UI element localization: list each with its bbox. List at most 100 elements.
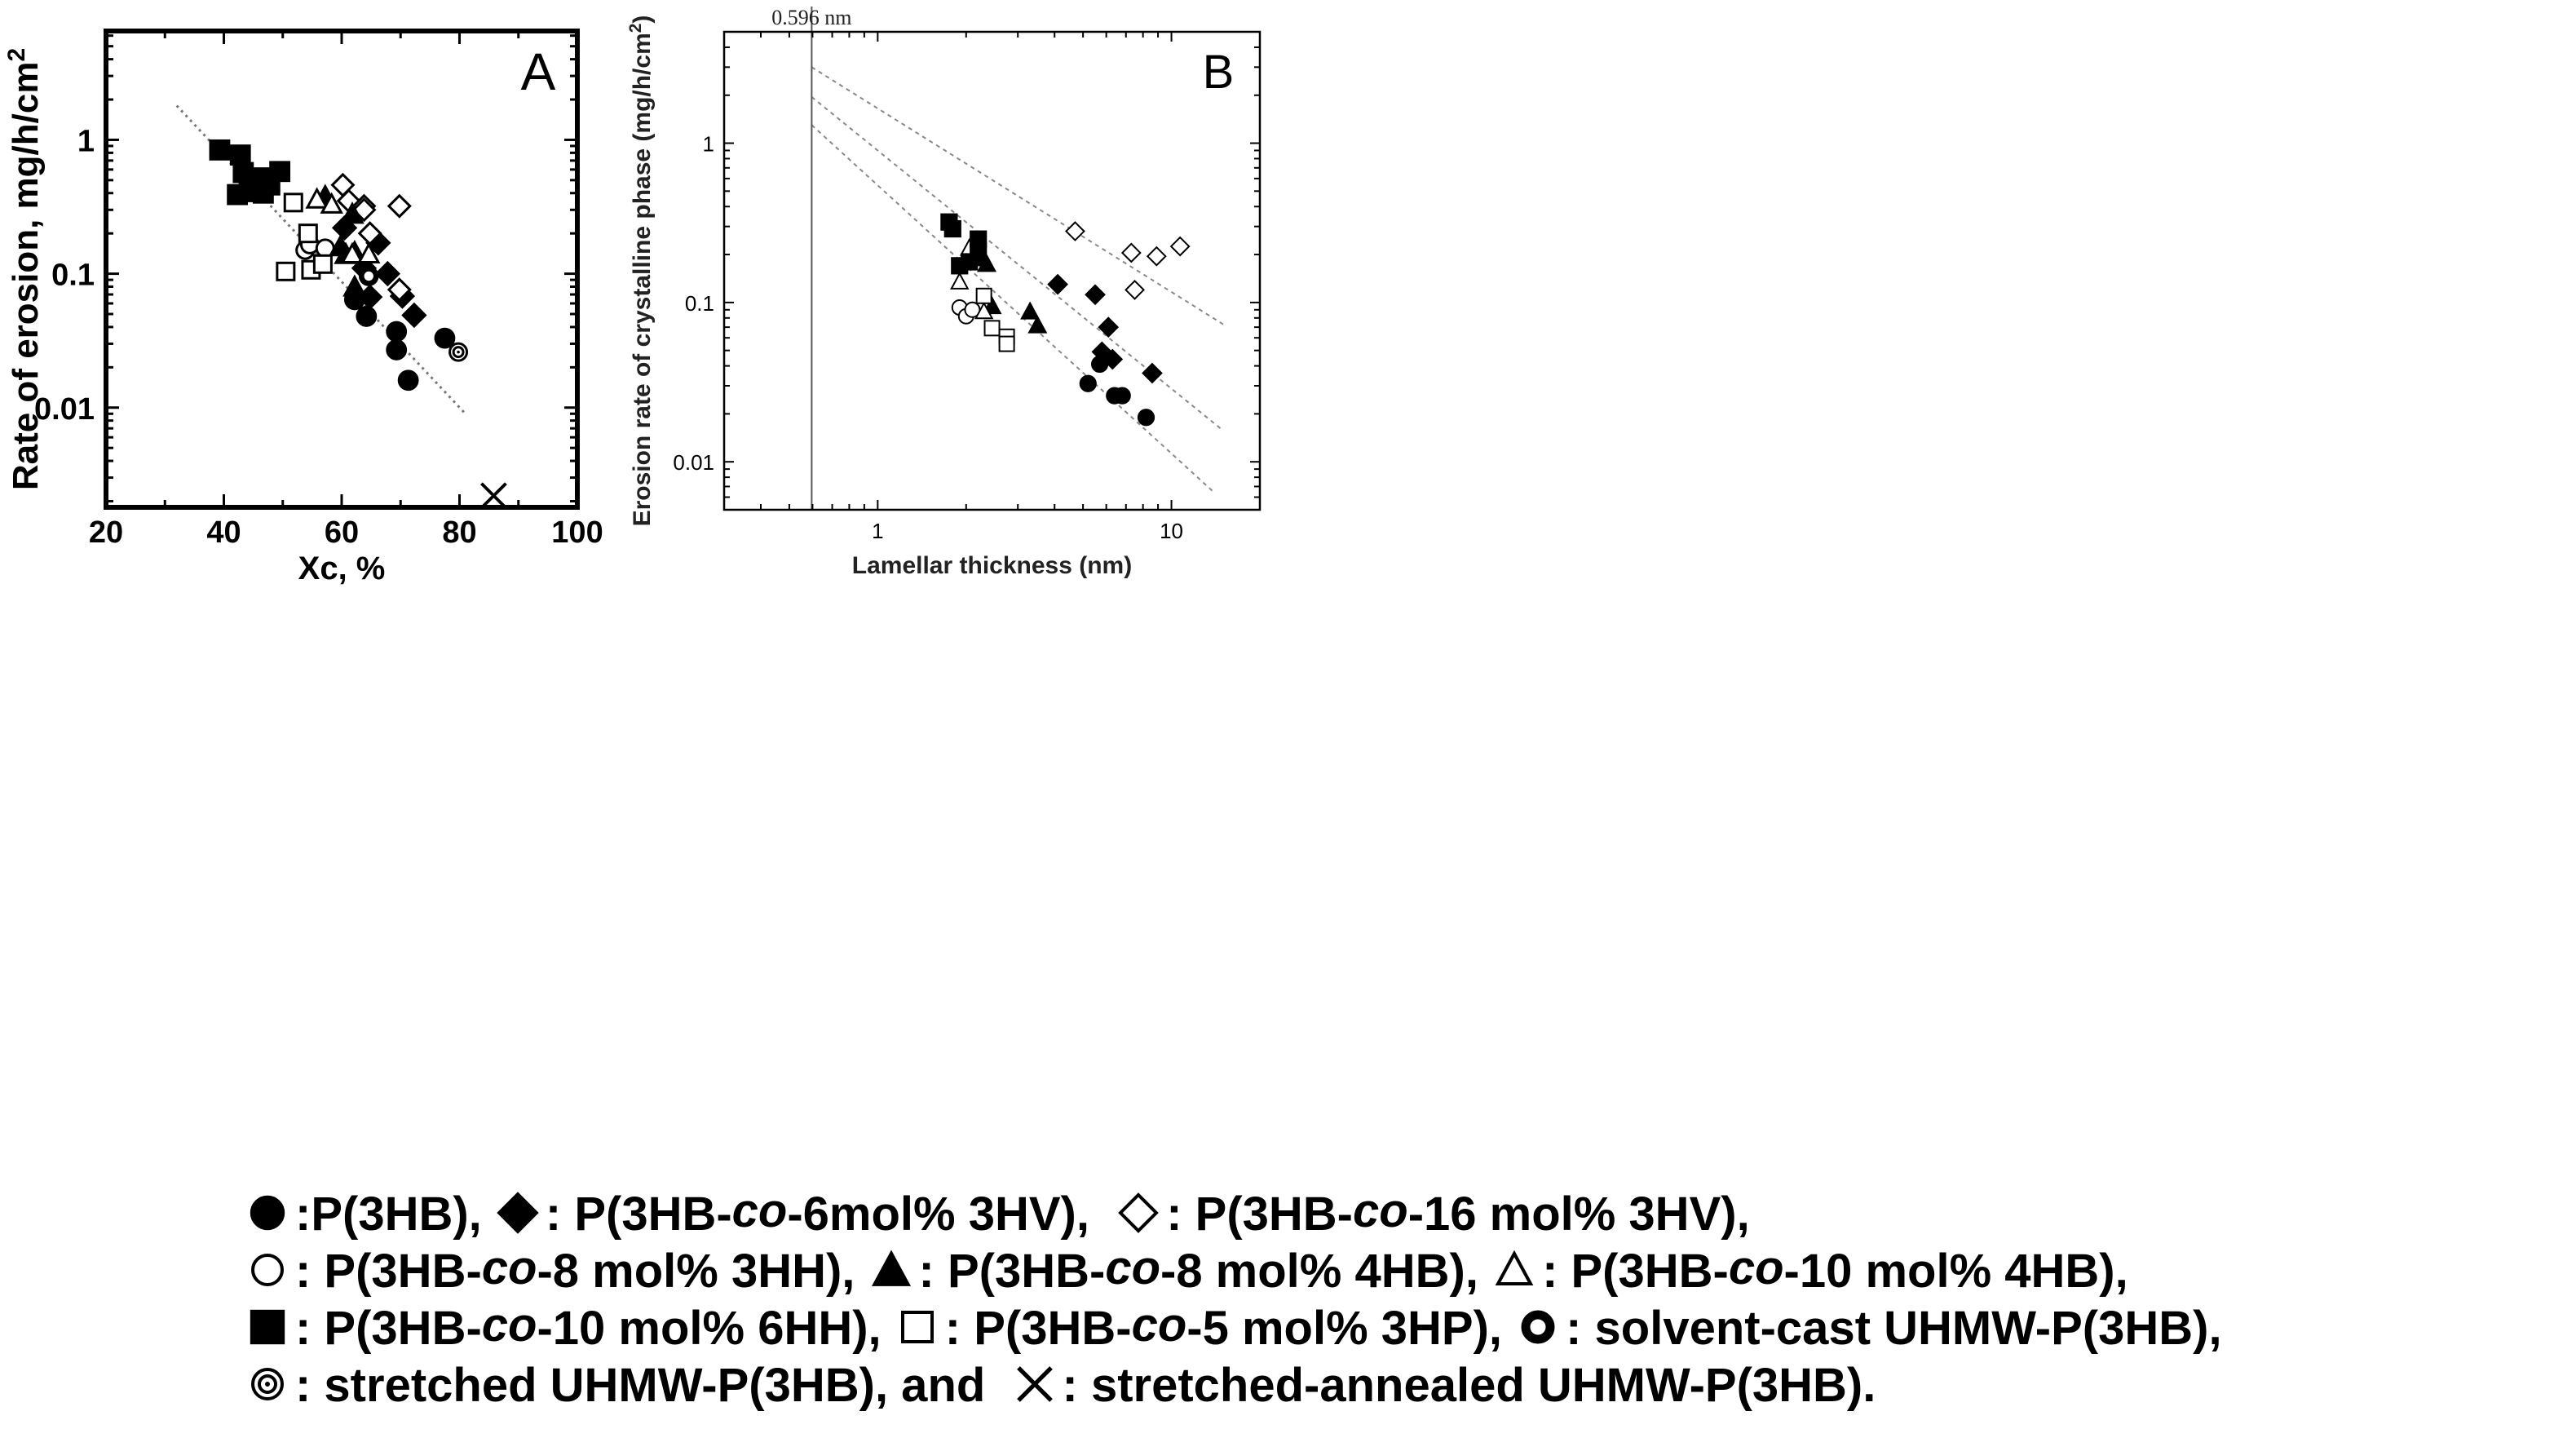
reference-line-label: 0.596 nm bbox=[771, 6, 851, 29]
series-open-triangle bbox=[950, 237, 994, 320]
marker-filled-circle bbox=[397, 369, 419, 392]
legend-line: :P(3HB), : P(3HB-co-6mol% 3HV), : P(3HB-… bbox=[245, 1181, 2544, 1241]
legend-label: : stretched UHMW-P(3HB), and bbox=[295, 1358, 1012, 1412]
series-filled-diamond bbox=[1047, 273, 1163, 384]
panel-b: 0.596 nm 1 10 0.01 0.1 1 Lamellar thickness (n… bbox=[626, 6, 1261, 579]
x-tick-label: 60 bbox=[325, 515, 359, 550]
series-open-square bbox=[276, 192, 333, 281]
y-tick-label: 0.01 bbox=[673, 450, 714, 475]
marker-filled-circle bbox=[386, 339, 408, 361]
marker-open-triangle bbox=[950, 272, 970, 290]
marker-cross bbox=[1016, 1365, 1053, 1402]
marker-filled-diamond bbox=[1142, 362, 1163, 384]
marker-filled-triangle bbox=[340, 201, 365, 224]
legend-label: : P(3HB-co-16 mol% 3HV), bbox=[1166, 1183, 1750, 1241]
x-tick-label: 80 bbox=[442, 515, 476, 550]
marker-filled-diamond bbox=[1098, 316, 1120, 338]
legend-symbol-open-circle bbox=[245, 1247, 290, 1293]
marker-filled-circle bbox=[1137, 409, 1155, 427]
marker-open-circle bbox=[251, 1253, 284, 1286]
x-tick-label: 40 bbox=[206, 515, 241, 550]
marker-open-diamond bbox=[1065, 221, 1085, 241]
series-open-square bbox=[975, 287, 1015, 352]
marker-filled-square bbox=[961, 253, 979, 271]
marker-open-triangle bbox=[340, 241, 365, 264]
series-open-triangle bbox=[305, 187, 381, 264]
y-tick-label: 0.01 bbox=[34, 392, 95, 427]
marker-open-triangle bbox=[305, 187, 329, 209]
marker-open-square bbox=[283, 192, 303, 213]
legend-symbol-filled-square bbox=[245, 1304, 290, 1350]
legend-label: : P(3HB-co-5 mol% 3HP), bbox=[944, 1298, 1516, 1355]
marker-open-diamond bbox=[387, 277, 412, 303]
plot-frame-a bbox=[104, 29, 580, 510]
legend-symbol-cross bbox=[1012, 1361, 1058, 1407]
marker-filled-square bbox=[269, 161, 291, 183]
y-axis-label: Rate of erosion, mg/h/cm2 bbox=[3, 48, 46, 490]
legend-line: : P(3HB-co-10 mol% 6HH), : P(3HB-co-5 mo… bbox=[245, 1295, 2544, 1355]
marker-open-square bbox=[975, 287, 992, 304]
legend-line: : stretched UHMW-P(3HB), and : stretched… bbox=[245, 1352, 2544, 1412]
marker-filled-triangle bbox=[1027, 315, 1048, 334]
marker-filled-triangle bbox=[871, 1250, 911, 1286]
marker-open-square bbox=[312, 254, 333, 274]
marker-open-diamond bbox=[1120, 242, 1142, 263]
x-axis-label: Xc, % bbox=[298, 551, 386, 586]
y-tick-label: 0.1 bbox=[51, 259, 95, 293]
x-tick-label: 10 bbox=[1160, 519, 1183, 543]
legend-label: :P(3HB), bbox=[295, 1187, 495, 1241]
marker-filled-diamond bbox=[401, 302, 427, 329]
legend-symbol-filled-circle bbox=[245, 1190, 290, 1236]
legend-label: : solvent-cast UHMW-P(3HB), bbox=[1566, 1301, 2222, 1355]
marker-filled-triangle bbox=[977, 254, 997, 272]
fit-line bbox=[811, 96, 1224, 431]
marker-open-square bbox=[900, 1310, 934, 1343]
marker-open-diamond bbox=[1125, 279, 1145, 300]
figure: 20 40 60 80 100 0.01 0.1 1 Xc, % Rate of erosion,… bbox=[3, 6, 1261, 586]
x-axis-label: Lamellar thickness (nm) bbox=[852, 552, 1132, 579]
legend-symbol-filled-triangle bbox=[868, 1247, 914, 1293]
series-double-ring bbox=[448, 342, 469, 362]
marker-open-square bbox=[983, 320, 1001, 337]
marker-filled-triangle bbox=[1020, 301, 1041, 320]
fit-line bbox=[811, 66, 1224, 325]
x-tick-label: 100 bbox=[551, 515, 603, 550]
legend-label: : stretched-annealed UHMW-P(3HB). bbox=[1062, 1358, 1876, 1412]
legend-symbol-bold-ring bbox=[1515, 1304, 1561, 1350]
marker-double-ring bbox=[251, 1367, 284, 1400]
marker-filled-square bbox=[209, 139, 231, 161]
legend-symbol-open-triangle bbox=[1491, 1247, 1537, 1293]
marker-open-square bbox=[998, 335, 1015, 352]
marker-filled-square bbox=[250, 1309, 285, 1344]
legend-symbol-open-diamond bbox=[1116, 1190, 1161, 1236]
marker-filled-square bbox=[943, 219, 961, 238]
marker-filled-circle bbox=[1113, 387, 1131, 405]
marker-filled-diamond bbox=[1047, 273, 1068, 295]
series-open-circle bbox=[951, 299, 981, 325]
legend-label: : P(3HB-co-8 mol% 3HH), bbox=[295, 1241, 868, 1298]
marker-double-ring bbox=[448, 342, 469, 362]
series-open-diamond bbox=[1065, 221, 1191, 300]
marker-filled-square bbox=[229, 144, 251, 166]
marker-open-diamond bbox=[1146, 246, 1167, 267]
marker-filled-triangle bbox=[342, 274, 367, 297]
x-tick-label: 1 bbox=[872, 519, 883, 543]
plot-frame-b bbox=[722, 30, 1261, 511]
marker-open-diamond bbox=[1118, 1192, 1160, 1233]
legend-line: : P(3HB-co-8 mol% 3HH), : P(3HB-co-8 mol… bbox=[245, 1238, 2544, 1298]
marker-open-diamond bbox=[387, 193, 412, 219]
legend-label: : P(3HB-co-6mol% 3HV), bbox=[545, 1183, 1116, 1241]
series-filled-circle bbox=[343, 289, 456, 392]
legend-symbol-double-ring bbox=[245, 1361, 290, 1407]
marker-bold-ring bbox=[1521, 1310, 1555, 1344]
marker-filled-diamond bbox=[1102, 348, 1124, 370]
marker-open-triangle bbox=[320, 192, 343, 214]
y-tick-label: 1 bbox=[703, 132, 714, 157]
marker-open-diamond bbox=[1169, 236, 1191, 257]
legend-label: : P(3HB-co-10 mol% 4HB), bbox=[1542, 1241, 2128, 1298]
panel-label-b: B bbox=[1203, 46, 1235, 99]
series-filled-square bbox=[940, 213, 988, 275]
y-axis-label: Erosion rate of crystalline phase (mg/h/… bbox=[626, 15, 656, 527]
marker-bold-ring bbox=[358, 266, 379, 286]
marker-open-triangle bbox=[357, 241, 381, 264]
